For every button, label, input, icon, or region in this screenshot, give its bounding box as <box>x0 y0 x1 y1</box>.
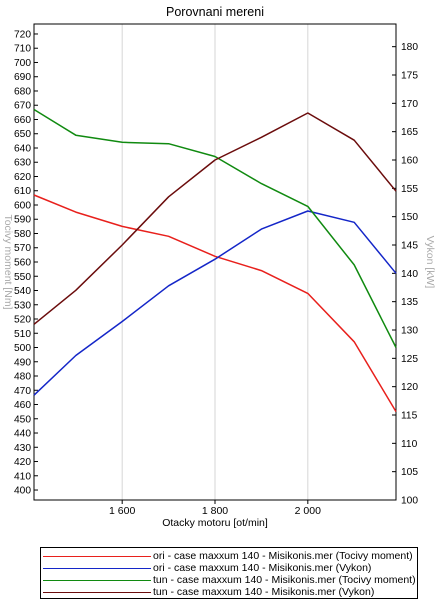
y-left-tick-label: 510 <box>14 329 31 340</box>
y-right-tick-label: 155 <box>401 184 418 195</box>
y-right-tick-label: 180 <box>401 42 418 53</box>
y-right-tick-label: 110 <box>401 439 418 450</box>
legend-label: ori - case maxxum 140 - Misikonis.mer (T… <box>153 550 413 562</box>
y-left-tick-label: 690 <box>14 72 31 83</box>
x-tick-label: 1 600 <box>109 505 135 517</box>
legend-swatch <box>43 556 151 557</box>
y-left-tick-label: 650 <box>14 129 31 140</box>
y-left-tick-label: 700 <box>14 58 31 69</box>
y-right-tick-label: 160 <box>401 156 418 167</box>
y-left-tick-label: 680 <box>14 86 31 97</box>
x-tick-label: 2 000 <box>295 505 321 517</box>
y-left-tick-label: 720 <box>14 29 31 40</box>
y-left-tick-label: 520 <box>14 315 31 326</box>
y-left-tick-label: 590 <box>14 215 31 226</box>
y-left-tick-label: 430 <box>14 443 31 454</box>
y-right-tick-label: 115 <box>401 411 418 422</box>
series-line <box>33 108 397 348</box>
y-left-tick-label: 560 <box>14 258 31 269</box>
series-line <box>33 194 397 412</box>
y-left-tick-label: 410 <box>14 471 31 482</box>
y-left-tick-label: 640 <box>14 143 31 154</box>
y-right-tick-label: 140 <box>401 269 418 280</box>
y-left-tick-label: 660 <box>14 115 31 126</box>
y-left-tick-label: 670 <box>14 101 31 112</box>
y-left-tick-label: 540 <box>14 286 31 297</box>
y-left-tick-label: 420 <box>14 457 31 468</box>
legend-swatch <box>43 568 151 569</box>
y-right-tick-label: 100 <box>401 496 418 507</box>
y-left-tick-label: 580 <box>14 229 31 240</box>
y-left-axis-label: Tocivy moment [Nm] <box>2 214 14 309</box>
y-right-tick-label: 120 <box>401 382 418 393</box>
series-line <box>33 112 397 325</box>
y-right-tick-label: 170 <box>401 99 418 110</box>
legend-item: tun - case maxxum 140 - Misikonis.mer (V… <box>41 586 419 598</box>
y-left-tick-label: 460 <box>14 400 31 411</box>
y-right-tick-label: 175 <box>401 71 418 82</box>
y-right-tick-label: 145 <box>401 241 418 252</box>
legend-label: tun - case maxxum 140 - Misikonis.mer (V… <box>153 586 375 598</box>
y-right-tick-label: 135 <box>401 297 418 308</box>
legend-swatch <box>43 580 151 581</box>
y-left-tick-label: 570 <box>14 243 31 254</box>
y-left-tick-label: 440 <box>14 429 31 440</box>
legend-label: ori - case maxxum 140 - Misikonis.mer (V… <box>153 562 372 574</box>
y-left-tick-label: 600 <box>14 200 31 211</box>
y-left-tick-label: 400 <box>14 486 31 497</box>
chart-title: Porovnani mereni <box>166 5 264 19</box>
y-right-tick-label: 125 <box>401 354 418 365</box>
y-left-tick-label: 620 <box>14 172 31 183</box>
y-left-tick-label: 710 <box>14 44 31 55</box>
y-left-tick-label: 490 <box>14 357 31 368</box>
y-right-axis-label: Vykon [kW] <box>424 236 436 289</box>
y-right-tick-label: 130 <box>401 326 418 337</box>
y-left-tick-label: 470 <box>14 386 31 397</box>
y-left-tick-label: 530 <box>14 300 31 311</box>
y-right-tick-label: 165 <box>401 127 418 138</box>
y-left-tick-label: 630 <box>14 158 31 169</box>
legend-item: tun - case maxxum 140 - Misikonis.mer (T… <box>41 574 419 586</box>
legend-label: tun - case maxxum 140 - Misikonis.mer (T… <box>153 574 416 586</box>
y-right-tick-label: 150 <box>401 212 418 223</box>
y-left-tick-label: 610 <box>14 186 31 197</box>
y-left-tick-label: 550 <box>14 272 31 283</box>
series-line <box>33 210 397 396</box>
x-tick-label: 1 800 <box>202 505 228 517</box>
y-left-tick-label: 480 <box>14 372 31 383</box>
legend: ori - case maxxum 140 - Misikonis.mer (T… <box>40 547 418 599</box>
y-right-tick-label: 105 <box>401 467 418 478</box>
y-left-tick-label: 450 <box>14 414 31 425</box>
y-left-tick-label: 500 <box>14 343 31 354</box>
x-axis-label: Otacky motoru [ot/min] <box>162 517 268 529</box>
legend-item: ori - case maxxum 140 - Misikonis.mer (T… <box>41 550 419 562</box>
legend-swatch <box>43 592 151 593</box>
legend-item: ori - case maxxum 140 - Misikonis.mer (V… <box>41 562 419 574</box>
